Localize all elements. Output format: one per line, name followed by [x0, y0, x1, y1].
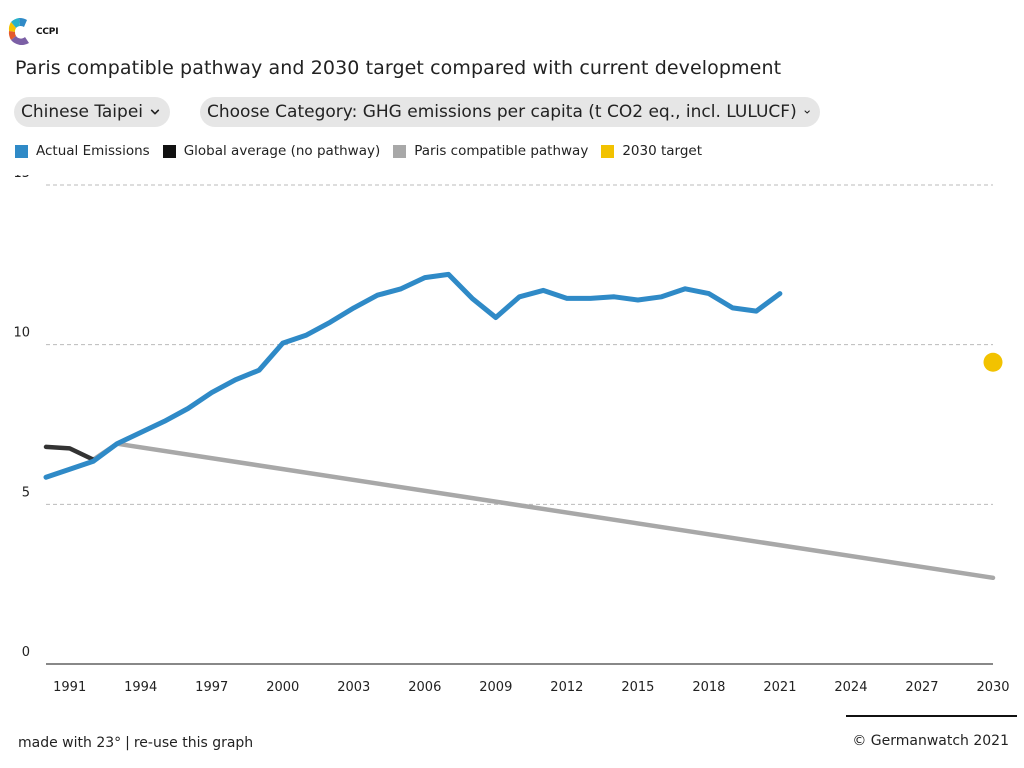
x-tick-label: 2000: [266, 680, 299, 695]
y-tick-label: 5: [22, 485, 30, 500]
legend-swatch-paris-pathway: [393, 144, 407, 158]
legend-item-paris-pathway[interactable]: Paris compatible pathway: [393, 143, 588, 159]
x-tick-labels: 1991 1994 1997 2000 2003 2006 2009 2012 2015 2018…: [53, 680, 1009, 695]
chart-title: Paris compatible pathway and 2030 target…: [15, 57, 782, 79]
legend-label: Global average (no pathway): [183, 143, 381, 159]
ccpi-logo-icon: [8, 17, 29, 46]
x-tick-label: 2015: [621, 680, 654, 695]
legend-item-2030-target[interactable]: 2030 target: [601, 143, 702, 159]
reuse-graph-link[interactable]: re-use this graph: [133, 735, 254, 751]
logo-segment-yellow: [8, 22, 16, 32]
y-tick-label: 15: [13, 175, 30, 181]
series-line-paris-compatible-pathway[interactable]: [91, 441, 996, 581]
logo-segment-blue: [19, 17, 27, 27]
category-dropdown-label: Choose Category: GHG emissions per capit…: [207, 102, 797, 122]
x-tick-label: 1991: [53, 680, 86, 695]
x-tick-label: 1994: [124, 680, 157, 695]
x-tick-label: 2030: [976, 680, 1009, 695]
x-tick-label: 2012: [550, 680, 583, 695]
legend-item-global-average[interactable]: Global average (no pathway): [162, 143, 381, 159]
target-point-2030-target[interactable]: [983, 352, 1003, 372]
logo-segment-cyan: [11, 18, 20, 28]
footer-separator: |: [125, 735, 130, 751]
country-dropdown[interactable]: Chinese Taipei: [14, 97, 170, 127]
legend-swatch-actual-emissions: [15, 144, 28, 158]
chart-legend: Actual Emissions Global average (no path…: [15, 143, 715, 159]
x-tick-label: 2006: [408, 680, 441, 695]
x-tick-label: 2027: [905, 680, 938, 695]
legend-swatch-global-average: [162, 144, 176, 158]
series-layer: [43, 271, 1003, 581]
legend-swatch-2030-target: [601, 144, 615, 158]
x-tick-label: 2024: [834, 680, 867, 695]
x-tick-label: 2003: [337, 680, 370, 695]
copyright-text: © Germanwatch 2021: [852, 733, 1009, 749]
logo-segment-orange: [8, 31, 16, 40]
y-tick-label: 0: [22, 645, 30, 660]
grid-layer: [46, 184, 993, 665]
category-dropdown[interactable]: Choose Category: GHG emissions per capit…: [200, 97, 820, 127]
x-tick-label: 1997: [195, 680, 228, 695]
country-dropdown-label: Chinese Taipei: [21, 102, 144, 122]
legend-label: Paris compatible pathway: [414, 143, 589, 159]
legend-label: Actual Emissions: [36, 143, 150, 159]
ccpi-logo-text: CCPI: [36, 27, 59, 37]
x-tick-label: 2021: [763, 680, 796, 695]
y-tick-label: 10: [13, 326, 30, 341]
x-tick-label: 2009: [479, 680, 512, 695]
emissions-line-chart: 0 5 10 15 1991 1994 1997 2000 2003 2006 2009 2012 2…: [13, 175, 1009, 695]
y-tick-labels: 0 5 10 15: [13, 175, 30, 660]
chevron-down-icon: [150, 109, 160, 115]
made-with-link[interactable]: made with 23°: [18, 735, 122, 751]
legend-label: 2030 target: [622, 143, 703, 159]
legend-item-actual-emissions[interactable]: Actual Emissions: [15, 143, 150, 159]
footer-credits: made with 23° | re-use this graph: [18, 735, 253, 751]
chevron-down-icon: [804, 110, 810, 114]
series-line-actual-emissions[interactable]: [43, 271, 783, 480]
footer-divider: [846, 715, 1017, 717]
x-tick-label: 2018: [692, 680, 725, 695]
series-line-global-average-no-pathway[interactable]: [43, 444, 96, 462]
ccpi-logo: CCPI: [7, 16, 67, 50]
logo-segment-purple: [11, 36, 29, 46]
